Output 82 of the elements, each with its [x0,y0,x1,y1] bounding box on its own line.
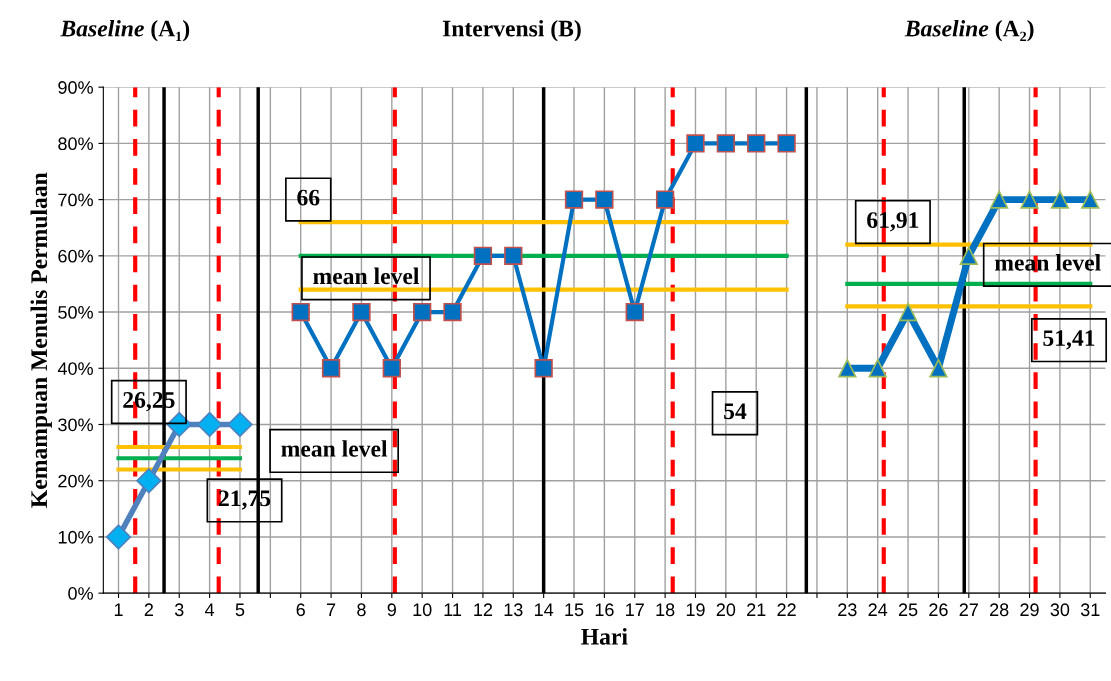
y-tick-label: 30% [58,418,93,432]
x-tick-label: 8 [357,603,366,617]
point [136,468,162,494]
point [321,359,341,378]
x-tick-label: 10 [413,603,432,617]
x-tick-label: 13 [504,603,523,617]
point [534,359,553,378]
point [686,134,705,153]
text: Baseline (A₂) [904,19,1034,42]
x-tick-label: 9 [387,603,396,617]
annotation: mean level [281,440,388,457]
x-tick-label: 2 [144,603,153,616]
x-axis-title: Hari [581,628,628,645]
x-tick-label: 20 [716,603,736,617]
point [413,302,432,322]
point [989,190,1009,209]
point [504,246,523,265]
point [655,190,675,209]
text: Baseline (A₁) [60,19,190,42]
x-tick-label: 25 [898,603,918,617]
x-tick-label: 26 [929,603,948,617]
x-tick-label: 18 [656,603,675,617]
y-tick-label: 70% [58,193,93,207]
y-tick-label: 20% [58,474,93,488]
x-tick-label: 11 [444,603,462,616]
y-tick-label: 80% [58,137,93,151]
x-tick-label: 27 [959,603,978,616]
x-tick-label: 28 [990,603,1009,617]
y-tick-label: 0% [68,587,93,600]
point [595,190,614,209]
point [443,302,462,322]
x-tick-label: 3 [174,603,184,617]
point [291,302,310,322]
point [898,302,918,322]
point [747,134,766,153]
point [929,359,948,378]
x-tick-label: 30 [1050,603,1070,617]
annotation: 51,41 [1043,330,1095,350]
y-axis-title: Kemampuan Menulis Permulaan [30,172,52,508]
x-tick-label: 23 [838,603,857,617]
point [352,302,371,322]
point [473,246,493,265]
point [625,302,644,322]
x-tick-label: 16 [595,603,614,617]
x-tick-label: 17 [626,603,644,616]
point [716,134,736,153]
annotation: 66 [297,189,320,206]
x-tick-label: 31 [1080,603,1100,617]
x-tick-label: 15 [565,603,584,617]
point [777,134,796,153]
y-tick-label: 60% [58,249,93,263]
point [838,359,857,378]
y-tick-label: 50% [58,305,93,319]
x-tick-label: 19 [686,603,705,617]
x-tick-label: 22 [777,603,796,616]
x-tick-label: 12 [474,603,493,616]
y-tick-label: 10% [58,530,93,544]
y-tick-label: 40% [57,362,93,375]
point [959,246,978,265]
annotation: 54 [724,403,747,420]
point [196,411,223,438]
x-tick-label: 14 [534,603,554,616]
x-tick-label: 7 [326,603,336,616]
text: Intervensi (B) [442,19,581,42]
x-tick-label: 6 [296,603,305,617]
point [105,524,132,550]
x-tick-label: 29 [1020,603,1039,617]
point [1020,190,1039,209]
point [1081,190,1100,209]
point [868,359,887,378]
x-tick-label: 1 [114,603,123,616]
x-tick-label: 4 [205,603,215,616]
point [564,190,584,209]
x-tick-label: 24 [868,603,888,616]
annotation: 61,91 [867,212,919,232]
point [1050,190,1070,209]
y-tick-label: 90% [58,81,93,94]
x-tick-label: 5 [235,603,245,617]
annotation: mean level [313,267,420,285]
x-tick-label: 21 [747,603,766,616]
point [382,359,401,378]
point [227,411,253,438]
